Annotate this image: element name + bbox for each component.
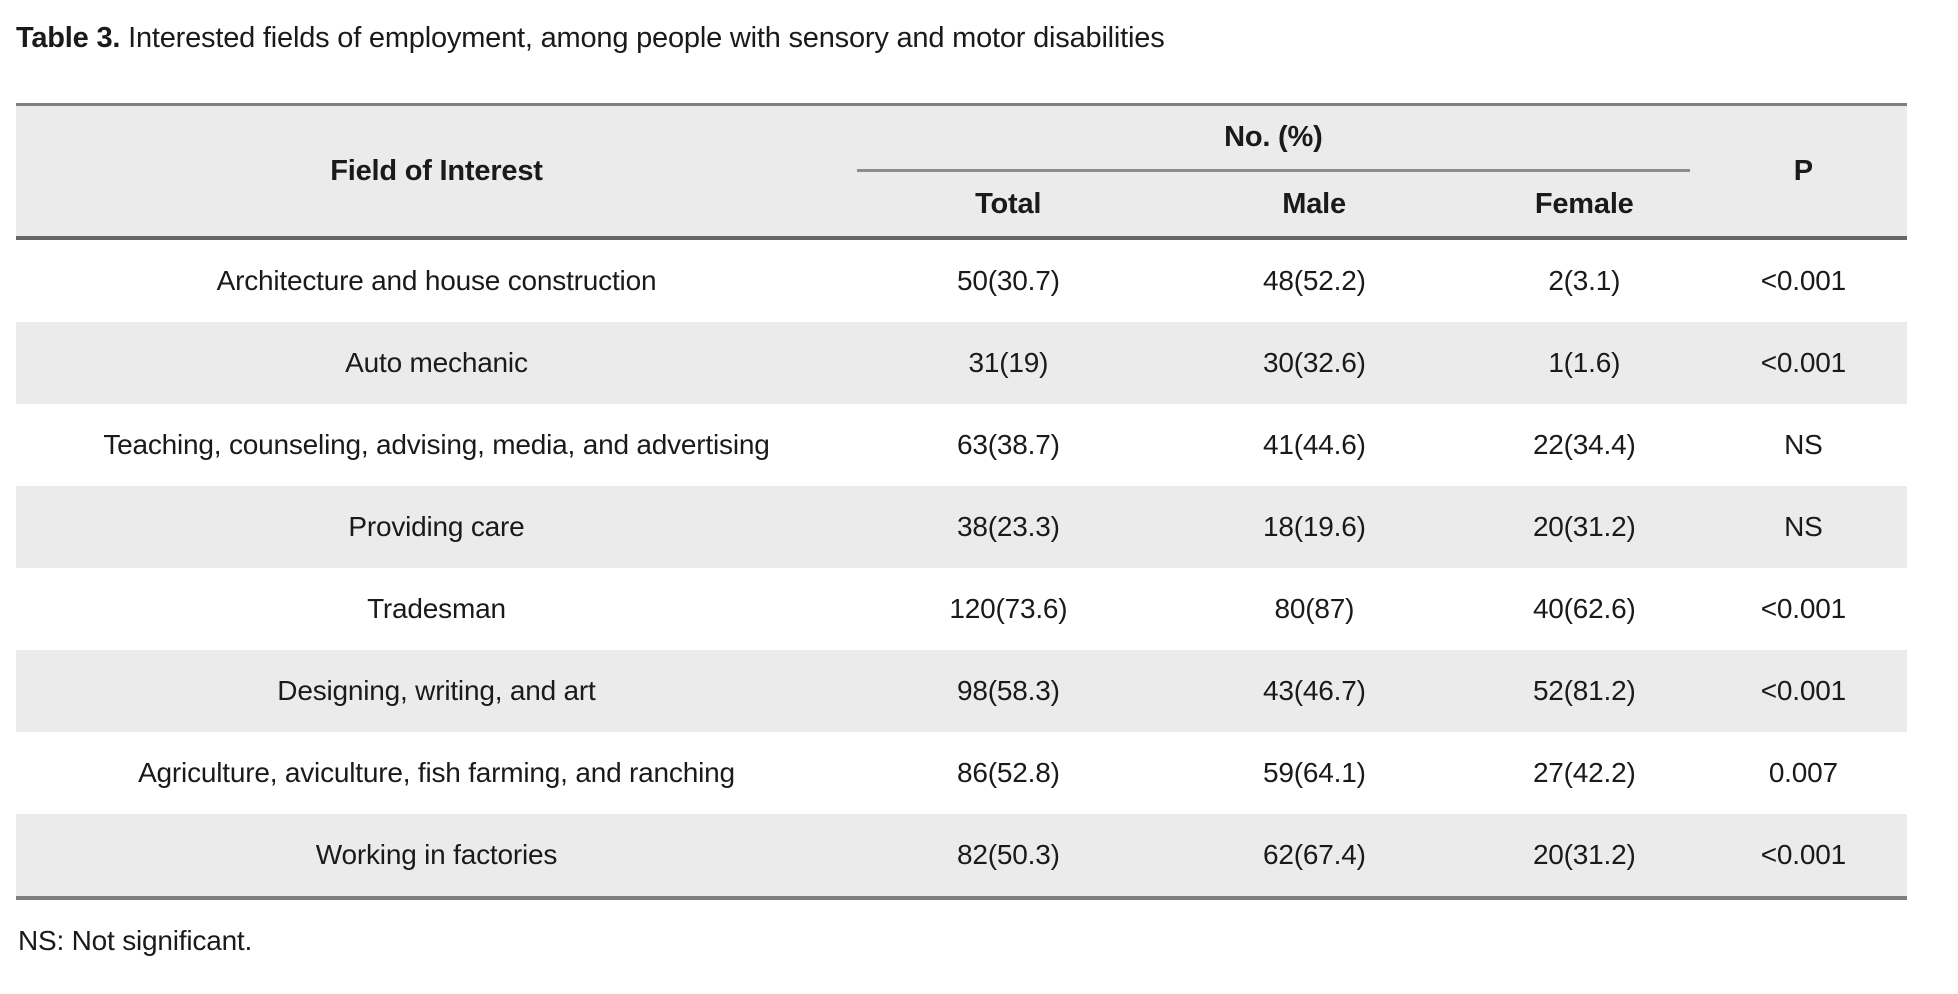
table-row: Providing care 38(23.3) 18(19.6) 20(31.2… — [16, 486, 1907, 568]
cell-total: 31(19) — [968, 347, 1049, 378]
cell-p: NS — [1784, 429, 1823, 460]
cell-p: 0.007 — [1768, 757, 1838, 788]
cell-female: 22(34.4) — [1532, 429, 1636, 460]
cell-total: 82(50.3) — [957, 839, 1060, 870]
cell-female: 20(31.2) — [1532, 839, 1636, 870]
cell-field: Agriculture, aviculture, fish farming, a… — [138, 757, 735, 788]
cell-p: <0.001 — [1760, 265, 1846, 296]
cell-male: 62(67.4) — [1263, 839, 1366, 870]
table-row: Teaching, counseling, advising, media, a… — [16, 404, 1907, 486]
header-female: Female — [1534, 187, 1634, 220]
cell-p: NS — [1784, 511, 1823, 542]
table-title-label: Table 3. — [16, 22, 121, 54]
table-row: Working in factories 82(50.3) 62(67.4) 2… — [16, 814, 1907, 896]
cell-total: 38(23.3) — [957, 511, 1060, 542]
cell-female: 2(3.1) — [1548, 265, 1621, 296]
cell-female: 52(81.2) — [1532, 675, 1636, 706]
cell-total: 63(38.7) — [957, 429, 1060, 460]
table-footnote: NS: Not significant. — [18, 925, 253, 956]
table-row: Designing, writing, and art 98(58.3) 43(… — [16, 650, 1907, 732]
table-row: Agriculture, aviculture, fish farming, a… — [16, 732, 1907, 814]
header-p-value: P — [1793, 154, 1813, 187]
cell-field: Designing, writing, and art — [277, 675, 596, 706]
table-title: Table 3. Interested fields of employment… — [16, 21, 1165, 56]
cell-total: 120(73.6) — [949, 593, 1068, 624]
cell-field: Auto mechanic — [345, 347, 528, 378]
cell-field: Working in factories — [315, 839, 558, 870]
header-male: Male — [1282, 187, 1346, 220]
cell-field: Providing care — [348, 511, 525, 542]
cell-female: 1(1.6) — [1548, 347, 1621, 378]
cell-p: <0.001 — [1760, 839, 1846, 870]
table-row: Auto mechanic 31(19) 30(32.6) 1(1.6) <0.… — [16, 322, 1907, 404]
table-row: Tradesman 120(73.6) 80(87) 40(62.6) <0.0… — [16, 568, 1907, 650]
table-row: Architecture and house construction 50(3… — [16, 240, 1907, 322]
cell-p: <0.001 — [1760, 347, 1846, 378]
cell-female: 40(62.6) — [1532, 593, 1636, 624]
cell-total: 86(52.8) — [957, 757, 1060, 788]
table-title-text: Interested fields of employment, among p… — [120, 22, 1165, 54]
header-field-of-interest: Field of Interest — [330, 154, 543, 187]
header-no-pct: No. (%) — [856, 106, 1690, 172]
cell-field: Architecture and house construction — [216, 265, 657, 296]
table-body: Architecture and house construction 50(3… — [16, 240, 1907, 896]
cell-total: 50(30.7) — [957, 265, 1060, 296]
cell-p: <0.001 — [1760, 675, 1846, 706]
header-total: Total — [975, 187, 1042, 220]
cell-total: 98(58.3) — [957, 675, 1060, 706]
header-subcolumns: Total Male Female — [857, 172, 1700, 236]
cell-male: 59(64.1) — [1263, 757, 1366, 788]
cell-male: 48(52.2) — [1263, 265, 1366, 296]
cell-male: 30(32.6) — [1263, 347, 1366, 378]
cell-male: 41(44.6) — [1263, 429, 1366, 460]
table-header: Field of Interest No. (%) Total Male Fem… — [16, 106, 1907, 240]
cell-field: Teaching, counseling, advising, media, a… — [103, 429, 770, 460]
cell-field: Tradesman — [367, 593, 506, 624]
cell-male: 43(46.7) — [1263, 675, 1366, 706]
data-table: Field of Interest No. (%) Total Male Fem… — [16, 103, 1907, 900]
cell-female: 20(31.2) — [1532, 511, 1636, 542]
header-group-no-pct: No. (%) Total Male Female — [856, 106, 1700, 236]
cell-male: 18(19.6) — [1263, 511, 1366, 542]
cell-p: <0.001 — [1760, 593, 1846, 624]
cell-male: 80(87) — [1274, 593, 1355, 624]
cell-female: 27(42.2) — [1532, 757, 1636, 788]
